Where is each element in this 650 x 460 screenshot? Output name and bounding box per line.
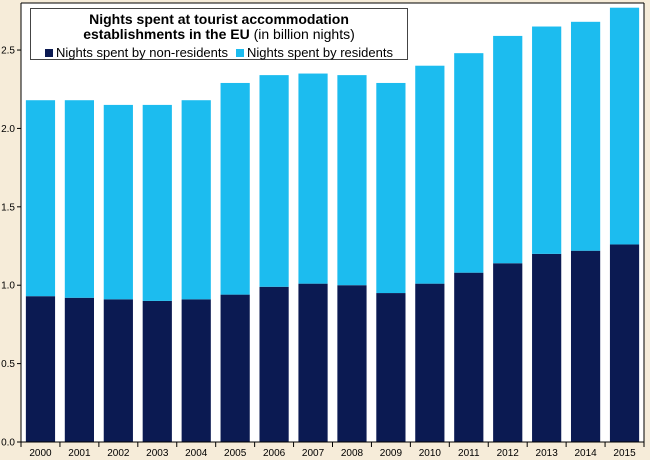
bar-non-residents-2006 xyxy=(259,286,289,442)
x-tick-label: 2011 xyxy=(458,448,480,459)
bar-residents-2014 xyxy=(570,21,601,251)
bar-residents-2003 xyxy=(142,104,172,301)
bar-residents-2013 xyxy=(532,26,562,254)
chart-title-line1: Nights spent at tourist accommodation xyxy=(89,11,349,27)
x-tick-label: 2009 xyxy=(380,448,403,459)
bar-residents-2002 xyxy=(103,104,133,300)
bar-non-residents-2010 xyxy=(415,283,445,442)
bar-non-residents-2012 xyxy=(493,263,523,442)
bar-non-residents-2015 xyxy=(609,244,640,442)
x-tick-label: 2013 xyxy=(536,448,559,459)
bar-non-residents-2002 xyxy=(103,299,133,442)
bar-residents-2010 xyxy=(415,65,445,284)
bars-group xyxy=(25,7,640,442)
x-tick-label: 2001 xyxy=(68,448,91,459)
x-tick-label: 2015 xyxy=(613,448,636,459)
y-tick-label: 0.5 xyxy=(1,359,15,370)
legend-entry-residents: Nights spent by residents xyxy=(236,45,393,60)
x-tick-label: 2007 xyxy=(302,448,325,459)
bar-residents-2006 xyxy=(259,75,289,287)
legend-label-residents: Nights spent by residents xyxy=(247,45,393,60)
legend-swatch-residents xyxy=(236,48,244,57)
y-tick-label: 2.0 xyxy=(1,124,15,135)
bar-residents-2009 xyxy=(376,82,406,294)
bar-non-residents-2005 xyxy=(220,294,250,442)
x-tick-label: 2004 xyxy=(185,448,208,459)
legend: Nights spent at tourist accommodation es… xyxy=(30,8,408,60)
x-tick-label: 2000 xyxy=(29,448,52,459)
bar-residents-2000 xyxy=(25,100,56,297)
y-tick-label: 0.0 xyxy=(1,438,15,449)
bar-non-residents-2008 xyxy=(337,285,367,442)
x-tick-label: 2003 xyxy=(146,448,169,459)
chart-title-unit: (in billion nights) xyxy=(253,26,355,42)
bar-non-residents-2000 xyxy=(25,296,56,442)
bar-residents-2011 xyxy=(454,53,484,273)
bar-non-residents-2001 xyxy=(64,297,94,442)
y-tick-label: 1.0 xyxy=(1,281,15,292)
x-tick-label: 2008 xyxy=(341,448,364,459)
bar-non-residents-2007 xyxy=(298,283,328,442)
x-tick-label: 2006 xyxy=(263,448,286,459)
x-tick-label: 2010 xyxy=(419,448,442,459)
chart-title: Nights spent at tourist accommodation es… xyxy=(31,12,407,42)
legend-entry-non-residents: Nights spent by non-residents xyxy=(45,45,228,60)
bar-residents-2001 xyxy=(64,100,94,298)
bar-non-residents-2011 xyxy=(454,272,484,442)
bar-non-residents-2009 xyxy=(376,293,406,442)
legend-entries: Nights spent by non-residents Nights spe… xyxy=(31,45,407,60)
legend-swatch-non-residents xyxy=(45,48,54,57)
x-tick-label: 2014 xyxy=(574,448,597,459)
bar-residents-2015 xyxy=(609,7,640,245)
x-tick-label: 2002 xyxy=(107,448,130,459)
y-tick-label: 1.5 xyxy=(1,202,15,213)
chart-title-line2: establishments in the EU xyxy=(83,26,250,42)
bar-non-residents-2004 xyxy=(181,299,211,442)
bar-non-residents-2013 xyxy=(532,253,562,442)
bar-residents-2007 xyxy=(298,73,328,284)
y-tick-label: 2.5 xyxy=(1,46,15,57)
x-tick-label: 2005 xyxy=(224,448,247,459)
x-tick-label: 2012 xyxy=(497,448,520,459)
bar-residents-2012 xyxy=(493,35,523,264)
legend-label-non-residents: Nights spent by non-residents xyxy=(56,45,228,60)
bar-residents-2005 xyxy=(220,82,250,295)
bar-residents-2004 xyxy=(181,100,211,300)
bar-residents-2008 xyxy=(337,75,367,286)
bar-non-residents-2003 xyxy=(142,300,172,442)
bar-non-residents-2014 xyxy=(570,250,601,442)
